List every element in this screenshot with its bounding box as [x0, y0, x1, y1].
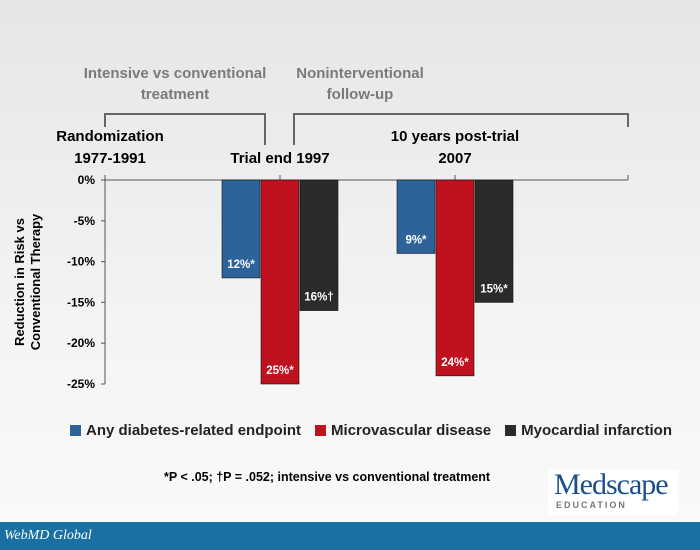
legend-item: Any diabetes-related endpoint — [70, 422, 301, 439]
legend-item: Microvascular disease — [315, 422, 491, 439]
y-tick-label: -10% — [67, 255, 95, 269]
timepoint-post-trial: 10 years post-trial 2007 — [390, 128, 520, 167]
bar — [260, 179, 300, 385]
footnote: *P < .05; †P = .052; intensive vs conven… — [164, 470, 491, 484]
legend-label: Myocardial infarction — [521, 422, 673, 439]
data-label: 12%* — [227, 259, 255, 271]
data-label: 24%* — [441, 357, 469, 369]
phase-header-followup: Noninterventional follow-up — [296, 65, 424, 103]
bracket-followup — [293, 113, 629, 145]
data-label: 9%* — [405, 234, 427, 246]
data-label: 25%* — [266, 365, 294, 377]
legend: Any diabetes-related endpoint Microvascu… — [70, 422, 672, 439]
timepoint-trial-end: Trial end 1997 — [230, 150, 330, 167]
legend-label: Microvascular disease — [331, 422, 492, 439]
legend-item: Myocardial infarction — [505, 422, 672, 439]
legend-swatch — [505, 425, 517, 436]
bar — [221, 179, 261, 279]
timepoint-randomization: Randomization 1977-1991 — [56, 128, 164, 167]
medscape-logo: Medscape EDUCATION — [548, 470, 678, 515]
footer-bar: WebMD Global — [0, 522, 700, 550]
bracket-intensive — [104, 113, 266, 145]
data-label: 15%* — [480, 283, 508, 295]
y-tick-label: -20% — [67, 336, 95, 350]
y-axis-label: Reduction in Risk vsConventional Therapy — [12, 213, 43, 350]
y-tick-label: 0% — [78, 173, 96, 187]
chart: 0% -5% -10% -15% -20% -25% 12%* 9%* 25%* 24%* 16%… — [12, 113, 629, 391]
phase-header-intensive: Intensive vs conventional treatment — [83, 65, 267, 103]
bar — [299, 179, 339, 311]
data-label: 16%† — [304, 292, 333, 304]
bar — [435, 179, 475, 377]
legend-swatch — [315, 425, 327, 436]
y-tick-label: -5% — [74, 214, 96, 228]
bar — [474, 179, 514, 303]
y-tick-label: -15% — [67, 295, 95, 309]
legend-label: Any diabetes-related endpoint — [86, 422, 302, 439]
y-tick-label: -25% — [67, 377, 95, 391]
footer-brand: WebMD Global — [4, 528, 92, 543]
legend-swatch — [70, 425, 81, 436]
bar — [396, 179, 436, 254]
